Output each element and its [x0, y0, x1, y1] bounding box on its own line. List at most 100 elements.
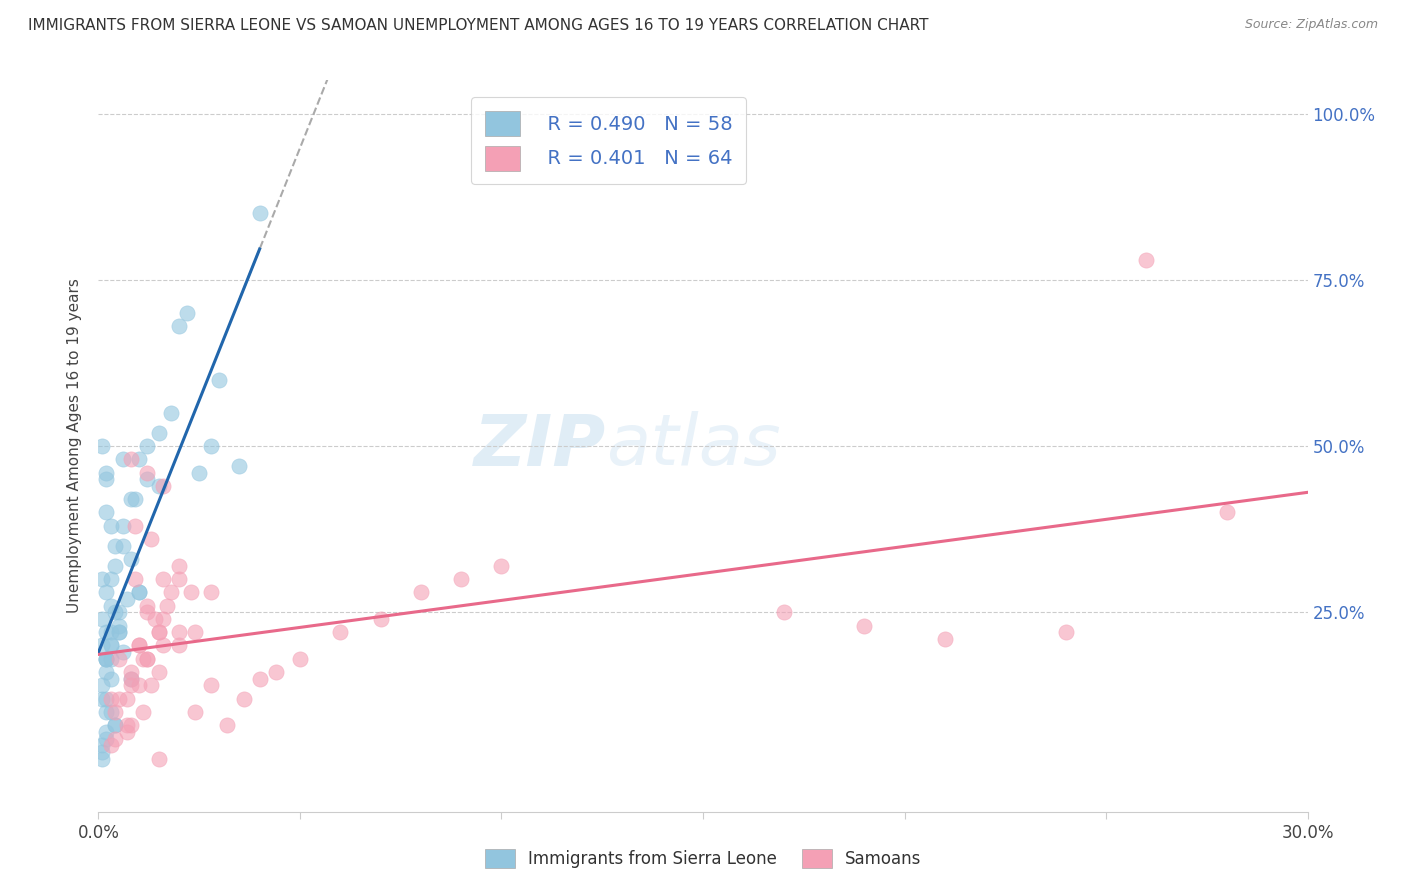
Point [249, 672, 271, 686]
Point [96, 585, 118, 599]
Point [288, 652, 311, 666]
Point [91, 691, 114, 706]
Point [111, 518, 134, 533]
Point [103, 731, 125, 746]
Point [143, 612, 166, 626]
Point [91, 745, 114, 759]
Point [103, 605, 125, 619]
Point [208, 372, 231, 386]
Point [135, 472, 157, 486]
Point [1054, 625, 1077, 640]
Point [128, 678, 150, 692]
Point [100, 625, 122, 640]
Point [148, 665, 170, 679]
Point [329, 625, 352, 640]
Point [184, 625, 207, 640]
Point [1135, 252, 1157, 267]
Point [91, 612, 114, 626]
Point [152, 639, 174, 653]
Point [120, 492, 142, 507]
Point [103, 705, 125, 719]
Point [103, 539, 125, 553]
Point [91, 751, 114, 765]
Point [1216, 506, 1239, 520]
Point [148, 479, 170, 493]
Point [96, 625, 118, 640]
Point [491, 558, 513, 573]
Point [135, 466, 157, 480]
Point [115, 691, 138, 706]
Point [96, 506, 118, 520]
Point [167, 625, 190, 640]
Point [96, 731, 118, 746]
Point [107, 605, 129, 619]
Point [160, 406, 183, 420]
Point [120, 672, 142, 686]
Point [152, 572, 174, 586]
Legend: Immigrants from Sierra Leone, Samoans: Immigrants from Sierra Leone, Samoans [478, 842, 928, 875]
Point [772, 605, 794, 619]
Point [934, 632, 956, 646]
Legend:   R = 0.490   N = 58,   R = 0.401   N = 64: R = 0.490 N = 58, R = 0.401 N = 64 [471, 97, 747, 185]
Point [167, 319, 190, 334]
Point [128, 585, 150, 599]
Point [167, 558, 190, 573]
Point [115, 718, 138, 732]
Point [124, 572, 146, 586]
Point [100, 652, 122, 666]
Text: Source: ZipAtlas.com: Source: ZipAtlas.com [1244, 18, 1378, 31]
Point [139, 532, 162, 546]
Point [91, 738, 114, 752]
Point [100, 705, 122, 719]
Point [111, 645, 134, 659]
Point [91, 639, 114, 653]
Point [111, 539, 134, 553]
Point [120, 678, 142, 692]
Point [111, 452, 134, 467]
Point [135, 652, 157, 666]
Point [152, 612, 174, 626]
Point [100, 672, 122, 686]
Point [217, 718, 239, 732]
Point [96, 652, 118, 666]
Point [107, 652, 129, 666]
Point [132, 705, 155, 719]
Point [148, 625, 170, 640]
Text: atlas: atlas [606, 411, 780, 481]
Point [135, 605, 157, 619]
Point [128, 639, 150, 653]
Point [91, 572, 114, 586]
Point [167, 572, 190, 586]
Point [103, 558, 125, 573]
Point [100, 572, 122, 586]
Point [120, 452, 142, 467]
Point [450, 572, 472, 586]
Point [100, 691, 122, 706]
Point [124, 492, 146, 507]
Point [132, 652, 155, 666]
Point [120, 552, 142, 566]
Text: IMMIGRANTS FROM SIERRA LEONE VS SAMOAN UNEMPLOYMENT AMONG AGES 16 TO 19 YEARS CO: IMMIGRANTS FROM SIERRA LEONE VS SAMOAN U… [28, 18, 928, 33]
Point [180, 585, 202, 599]
Point [107, 691, 129, 706]
Point [103, 718, 125, 732]
Point [228, 458, 250, 473]
Point [107, 618, 129, 632]
Point [200, 439, 222, 453]
Point [200, 585, 222, 599]
Point [128, 452, 150, 467]
Point [135, 652, 157, 666]
Point [124, 518, 146, 533]
Point [91, 439, 114, 453]
Point [148, 751, 170, 765]
Point [107, 625, 129, 640]
Text: ZIP: ZIP [474, 411, 606, 481]
Point [96, 705, 118, 719]
Point [184, 705, 207, 719]
Point [135, 439, 157, 453]
Point [148, 425, 170, 440]
Point [115, 725, 138, 739]
Point [128, 639, 150, 653]
Point [176, 306, 198, 320]
Point [96, 725, 118, 739]
